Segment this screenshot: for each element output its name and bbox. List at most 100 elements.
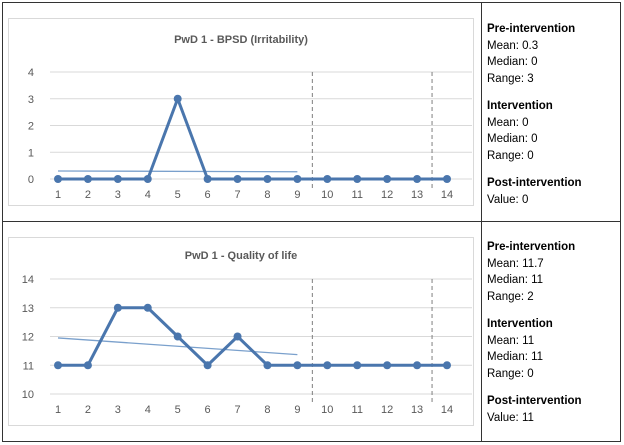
data-point [113, 303, 122, 312]
x-tick-label: 11 [352, 404, 363, 416]
chart-frame [8, 18, 474, 206]
x-tick-label: 12 [381, 404, 393, 416]
x-tick-label: 13 [411, 404, 423, 416]
x-tick-label: 5 [175, 404, 181, 416]
spacer [487, 164, 582, 175]
y-tick-label: 1 [28, 147, 34, 159]
x-tick-label: 2 [85, 189, 91, 201]
data-point [383, 361, 392, 370]
y-tick-label: 2 [28, 121, 34, 133]
data-point [173, 94, 182, 103]
phase-heading: Intervention [487, 100, 553, 112]
data-line [58, 306, 447, 367]
y-tick-label: 10 [22, 389, 34, 401]
data-point [173, 332, 182, 341]
x-tick-label: 9 [294, 404, 300, 416]
stat-line: Range: 0 [487, 367, 534, 380]
trend-line [57, 170, 298, 173]
data-point [54, 175, 62, 183]
phase-heading: Intervention [487, 318, 553, 330]
y-tick-label: 0 [28, 174, 34, 186]
data-point [233, 332, 242, 341]
x-tick-label: 14 [441, 404, 453, 416]
x-tick-label: 12 [381, 189, 393, 201]
data-point [383, 175, 392, 183]
y-tick-label: 13 [22, 303, 34, 315]
x-tick-label: 14 [441, 189, 453, 201]
x-tick-label: 9 [294, 189, 300, 201]
data-point [353, 175, 362, 183]
data-point [353, 361, 362, 370]
data-point [443, 361, 451, 370]
y-tick-label: 14 [22, 274, 34, 286]
x-tick-label: 4 [145, 189, 151, 201]
x-tick-label: 6 [205, 404, 211, 416]
data-point [83, 361, 92, 370]
quality-of-life-stats: Pre-intervention Mean: 11.7 Median: 11 Rang… [487, 239, 582, 426]
trend-line [57, 337, 298, 356]
x-tick-label: 10 [321, 404, 333, 416]
x-tick-label: 6 [205, 189, 211, 201]
data-point [143, 303, 152, 312]
chart-frame [8, 237, 474, 426]
data-point [113, 175, 122, 183]
x-tick-label: 8 [264, 189, 270, 201]
stat-line: Value: 11 [487, 411, 534, 424]
bpsd-stats: Pre-intervention Mean: 0.3 Median: 0 Range:… [487, 21, 582, 208]
spacer [487, 87, 582, 98]
spacer [487, 382, 582, 393]
x-tick-label: 3 [115, 189, 121, 201]
stat-line: Mean: 0.3 [487, 39, 539, 52]
data-point [83, 175, 92, 183]
phase-heading: Post-intervention [487, 177, 582, 189]
stat-line: Mean: 11.7 [487, 257, 544, 270]
data-point [413, 175, 422, 183]
stat-line: Mean: 0 [487, 116, 529, 129]
stat-line: Value: 0 [487, 193, 529, 206]
x-tick-label: 7 [234, 189, 240, 201]
x-tick-label: 1 [55, 189, 61, 201]
column-divider [481, 2, 482, 442]
x-tick-label: 8 [264, 404, 270, 416]
stat-line: Mean: 11 [487, 334, 535, 347]
x-tick-label: 3 [115, 404, 121, 416]
x-tick-label: 7 [234, 404, 240, 416]
y-tick-label: 12 [22, 332, 34, 344]
chart-title: PwD 1 - Quality of life [185, 250, 297, 262]
x-tick-label: 5 [175, 189, 181, 201]
stat-line: Median: 11 [487, 351, 544, 363]
stat-line: Range: 3 [487, 72, 534, 85]
x-tick-label: 11 [352, 189, 363, 201]
data-point [443, 175, 451, 183]
x-tick-label: 10 [321, 189, 333, 201]
data-point [263, 361, 272, 370]
stat-line: Median: 0 [487, 133, 538, 145]
x-tick-label: 2 [85, 404, 91, 416]
row-divider [2, 221, 621, 222]
stat-line: Range: 2 [487, 290, 534, 303]
data-point [233, 175, 242, 183]
phase-heading: Pre-intervention [487, 241, 576, 253]
x-tick-label: 13 [411, 189, 423, 201]
data-point [293, 361, 302, 370]
data-point [323, 175, 332, 183]
data-line [58, 97, 447, 181]
data-point [203, 175, 212, 183]
spacer [487, 305, 582, 316]
y-tick-label: 3 [28, 94, 34, 106]
stat-line: Median: 0 [487, 56, 538, 68]
x-tick-label: 1 [55, 404, 61, 416]
phase-heading: Post-intervention [487, 395, 582, 407]
data-point [293, 175, 302, 183]
stat-line: Range: 0 [487, 149, 534, 162]
chart-title: PwD 1 - BPSD (Irritability) [174, 34, 308, 46]
data-point [413, 361, 422, 370]
y-tick-label: 4 [28, 67, 34, 79]
data-point [203, 361, 212, 370]
phase-heading: Pre-intervention [487, 23, 576, 35]
data-point [263, 175, 272, 183]
